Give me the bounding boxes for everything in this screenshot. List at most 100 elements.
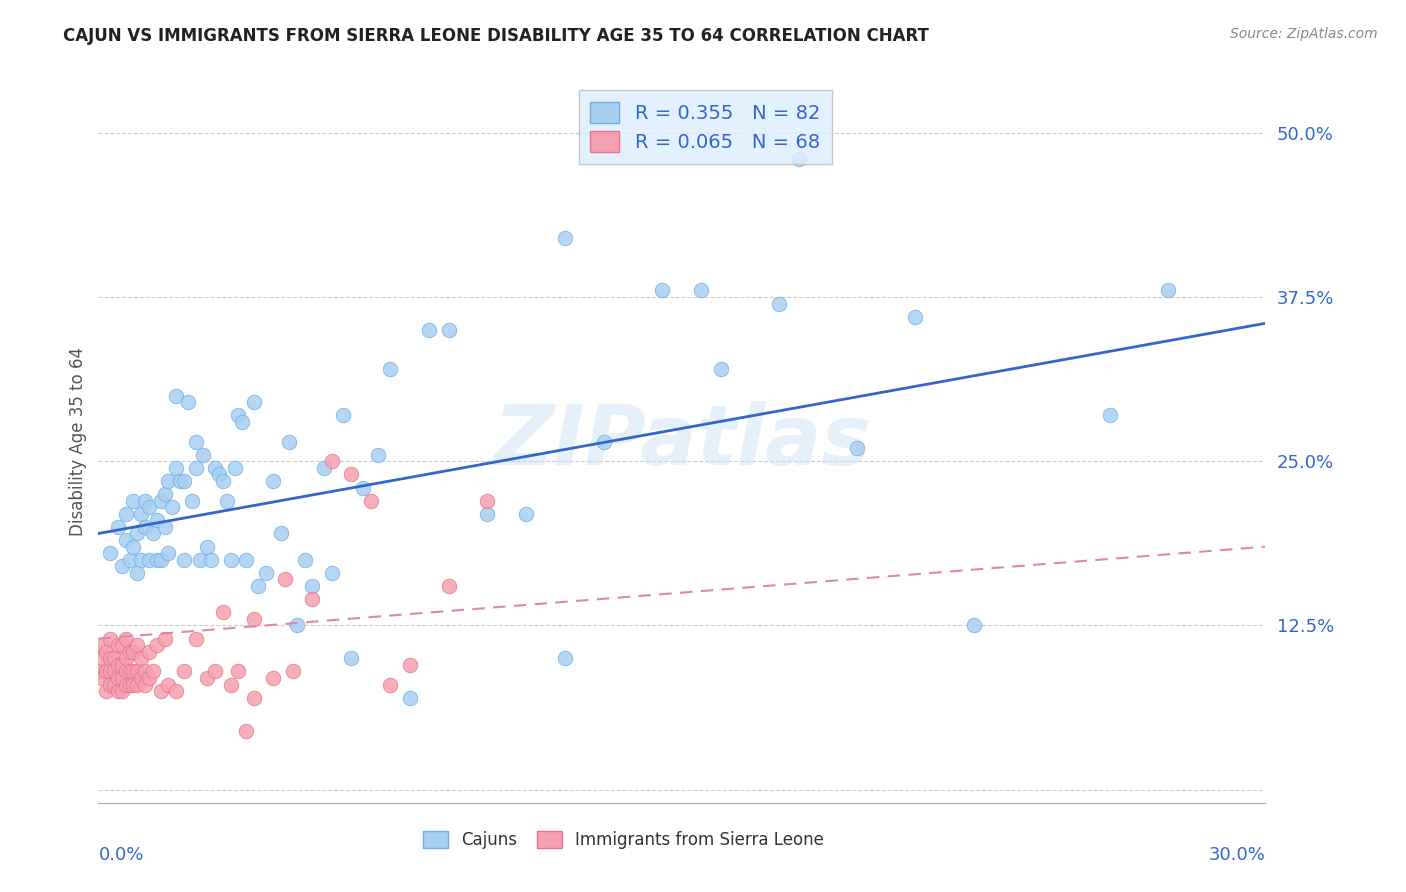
Point [477,493,499,508]
Point [262,671,284,685]
Point [173,474,195,488]
Point [129,553,152,567]
Point [312,460,335,475]
Point [114,632,136,646]
Point [127,526,149,541]
Point [184,460,207,475]
Point [515,507,537,521]
Point [321,454,343,468]
Point [91,671,114,685]
Point [274,573,297,587]
Point [107,671,129,685]
Point [146,638,169,652]
Point [437,579,460,593]
Point [98,665,121,679]
Point [91,638,114,652]
Point [340,467,363,482]
Point [111,657,134,672]
Text: Source: ZipAtlas.com: Source: ZipAtlas.com [1230,27,1378,41]
Point [321,566,343,580]
Point [107,520,129,534]
Point [380,677,402,691]
Point [165,460,187,475]
Point [188,553,211,567]
Point [398,690,420,705]
Point [127,638,149,652]
Point [360,493,382,508]
Point [195,671,218,685]
Point [285,618,308,632]
Point [122,540,145,554]
Point [103,677,125,691]
Point [118,645,141,659]
Point [111,638,134,652]
Point [212,474,235,488]
Point [195,540,218,554]
Point [162,500,184,515]
Point [1098,409,1121,423]
Point [180,493,202,508]
Point [122,645,145,659]
Point [270,526,292,541]
Point [204,665,226,679]
Point [173,553,195,567]
Point [177,395,200,409]
Y-axis label: Disability Age 35 to 64: Disability Age 35 to 64 [69,347,87,536]
Point [554,651,576,665]
Point [651,284,673,298]
Point [107,657,129,672]
Point [219,677,242,691]
Point [142,526,165,541]
Point [418,323,440,337]
Point [118,553,141,567]
Text: CAJUN VS IMMIGRANTS FROM SIERRA LEONE DISABILITY AGE 35 TO 64 CORRELATION CHART: CAJUN VS IMMIGRANTS FROM SIERRA LEONE DI… [63,27,929,45]
Point [165,684,187,698]
Point [193,448,215,462]
Point [103,665,125,679]
Point [127,566,149,580]
Point [98,651,121,665]
Point [98,632,121,646]
Point [127,677,149,691]
Point [107,684,129,698]
Point [98,546,121,560]
Point [114,677,136,691]
Point [153,632,176,646]
Point [153,487,176,501]
Point [146,553,169,567]
Point [278,434,301,449]
Point [173,665,195,679]
Point [111,559,134,574]
Point [153,520,176,534]
Point [340,651,363,665]
Point [118,677,141,691]
Point [224,460,246,475]
Point [169,474,191,488]
Point [129,671,152,685]
Text: 0.0%: 0.0% [98,847,143,864]
Point [129,507,152,521]
Point [243,612,266,626]
Text: 30.0%: 30.0% [1209,847,1265,864]
Point [122,493,145,508]
Point [157,474,180,488]
Point [98,677,121,691]
Point [96,684,118,698]
Point [149,493,172,508]
Point [103,651,125,665]
Point [367,448,389,462]
Point [593,434,616,449]
Point [301,579,323,593]
Point [157,677,180,691]
Point [246,579,269,593]
Point [477,507,499,521]
Point [243,690,266,705]
Point [254,566,277,580]
Point [91,651,114,665]
Point [111,684,134,698]
Point [690,284,713,298]
Point [149,553,172,567]
Point [352,481,374,495]
Point [787,152,810,166]
Point [114,665,136,679]
